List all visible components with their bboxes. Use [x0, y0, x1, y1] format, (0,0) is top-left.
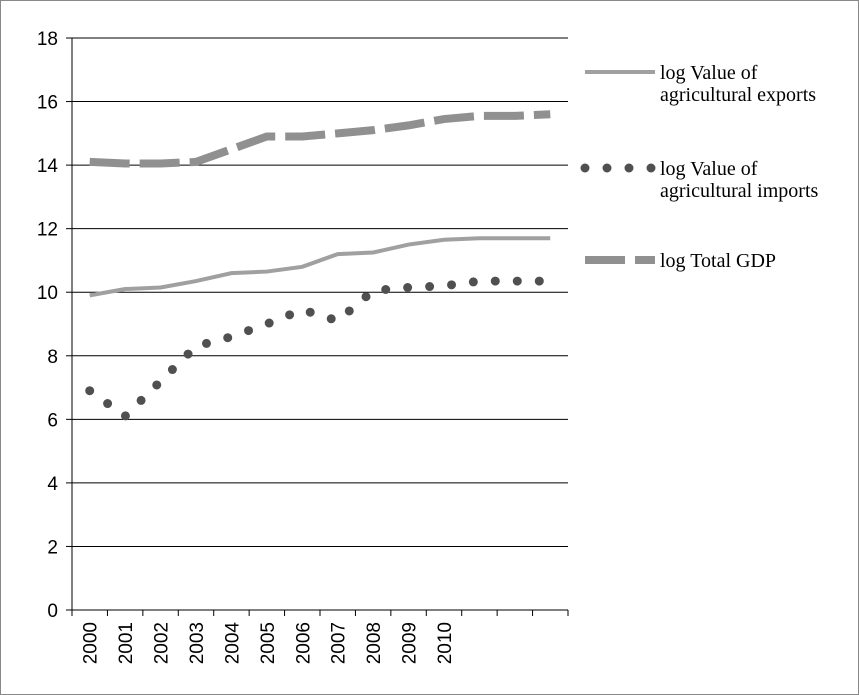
x-tick-label: 2005	[258, 622, 279, 664]
y-tick-label: 8	[47, 347, 58, 368]
x-tick-label: 2001	[116, 622, 137, 664]
x-tick-label: 2008	[364, 622, 385, 664]
x-tick-label: 2007	[329, 622, 350, 664]
y-tick-label: 16	[37, 93, 58, 114]
x-tick-label: 2004	[222, 622, 243, 665]
y-tick-label: 14	[37, 156, 59, 177]
series-line	[89, 110, 551, 168]
y-tick-label: 12	[37, 220, 58, 241]
series-line	[85, 276, 555, 423]
series-line	[89, 236, 551, 298]
x-tick-label: 2009	[400, 622, 421, 664]
y-tick-label: 18	[37, 29, 58, 50]
y-tick-label: 0	[47, 601, 58, 622]
x-tick-label: 2006	[293, 622, 314, 664]
legend-label: log Value of agricultural exports	[660, 62, 817, 106]
x-tick-label: 2003	[187, 622, 208, 664]
y-tick-label: 6	[47, 410, 58, 431]
y-tick-label: 2	[47, 537, 58, 558]
x-tick-label: 2010	[435, 622, 456, 664]
x-tick-label: 2002	[152, 622, 173, 664]
y-tick-label: 10	[37, 283, 58, 304]
legend-label: log Total GDP	[660, 250, 777, 272]
y-tick-label: 4	[47, 474, 58, 495]
legend-label: log Value of agricultural imports	[660, 158, 819, 202]
x-tick-label: 2000	[81, 622, 102, 664]
